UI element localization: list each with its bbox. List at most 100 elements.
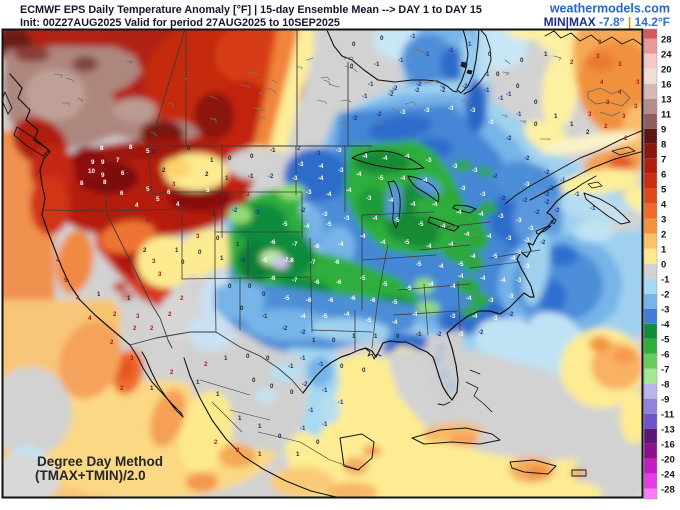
svg-text:0: 0 <box>488 51 492 58</box>
svg-text:3: 3 <box>162 225 166 232</box>
svg-text:-3: -3 <box>524 181 530 188</box>
svg-text:3: 3 <box>196 233 200 240</box>
svg-text:-11: -11 <box>661 409 675 420</box>
svg-text:-3: -3 <box>424 107 430 114</box>
svg-text:-3: -3 <box>516 277 522 284</box>
svg-text:0: 0 <box>316 439 320 446</box>
svg-text:-3: -3 <box>460 185 466 192</box>
svg-text:0: 0 <box>228 155 232 162</box>
svg-text:13: 13 <box>661 94 672 105</box>
svg-text:-4: -4 <box>346 187 352 194</box>
svg-text:-9: -9 <box>661 394 669 405</box>
svg-text:3: 3 <box>588 111 592 118</box>
svg-text:-3: -3 <box>480 191 486 198</box>
svg-text:-16: -16 <box>661 439 675 450</box>
svg-text:0: 0 <box>187 145 191 152</box>
svg-text:-1: -1 <box>590 205 596 212</box>
svg-text:-1: -1 <box>398 57 404 64</box>
svg-text:10: 10 <box>88 168 95 175</box>
svg-text:-3: -3 <box>322 211 328 218</box>
svg-text:3: 3 <box>596 53 600 60</box>
svg-text:7: 7 <box>116 157 120 164</box>
svg-text:-1: -1 <box>466 41 472 48</box>
svg-text:9: 9 <box>661 124 666 135</box>
svg-text:-3: -3 <box>492 315 498 322</box>
svg-text:0: 0 <box>534 99 538 106</box>
svg-text:9: 9 <box>91 159 95 166</box>
svg-text:0: 0 <box>228 283 232 290</box>
svg-text:2: 2 <box>170 369 174 376</box>
svg-text:3: 3 <box>661 214 666 225</box>
svg-text:0: 0 <box>262 291 266 298</box>
svg-text:4: 4 <box>88 315 92 322</box>
svg-text:-4: -4 <box>510 255 516 262</box>
svg-text:-5: -5 <box>458 261 464 268</box>
svg-text:-3: -3 <box>336 147 342 154</box>
svg-text:-2: -2 <box>544 191 550 198</box>
svg-text:-5: -5 <box>322 313 328 320</box>
svg-text:-6: -6 <box>306 297 312 304</box>
svg-text:2: 2 <box>168 311 172 318</box>
svg-text:-4: -4 <box>458 273 464 280</box>
svg-text:-3: -3 <box>472 167 478 174</box>
svg-text:2: 2 <box>570 59 574 66</box>
svg-text:-1: -1 <box>338 399 344 406</box>
svg-text:1: 1 <box>127 295 131 302</box>
svg-text:-5: -5 <box>404 239 410 246</box>
svg-text:7: 7 <box>661 154 666 165</box>
svg-text:2: 2 <box>204 361 208 368</box>
svg-text:-6: -6 <box>661 349 669 360</box>
svg-text:3: 3 <box>246 191 250 198</box>
svg-text:-3: -3 <box>298 161 304 168</box>
svg-text:1: 1 <box>258 423 262 430</box>
svg-text:3: 3 <box>636 79 640 86</box>
svg-text:-3: -3 <box>661 304 669 315</box>
svg-text:-2: -2 <box>268 173 274 180</box>
svg-text:1: 1 <box>238 415 242 422</box>
svg-text:-4: -4 <box>380 239 386 246</box>
svg-text:-3: -3 <box>448 105 454 112</box>
svg-text:-1: -1 <box>416 331 422 338</box>
svg-text:-4: -4 <box>470 253 476 260</box>
svg-text:8: 8 <box>661 139 666 150</box>
svg-text:2: 2 <box>143 247 147 254</box>
svg-text:-3: -3 <box>400 109 406 116</box>
svg-text:-4: -4 <box>388 197 394 204</box>
svg-text:-3: -3 <box>452 163 458 170</box>
svg-text:-5: -5 <box>326 221 332 228</box>
svg-text:-7: -7 <box>310 259 316 266</box>
svg-text:1: 1 <box>175 247 179 254</box>
svg-text:-2: -2 <box>392 85 398 92</box>
svg-text:-2: -2 <box>376 111 382 118</box>
svg-text:0: 0 <box>270 383 274 390</box>
svg-text:5: 5 <box>146 186 150 193</box>
svg-text:-5: -5 <box>394 217 400 224</box>
svg-text:-4: -4 <box>318 163 324 170</box>
svg-text:0: 0 <box>266 355 270 362</box>
svg-text:-3: -3 <box>366 195 372 202</box>
svg-text:-2: -2 <box>544 169 550 176</box>
svg-text:-4: -4 <box>464 231 470 238</box>
svg-text:8: 8 <box>100 145 104 152</box>
svg-text:-3: -3 <box>506 235 512 242</box>
svg-text:-3: -3 <box>516 249 522 256</box>
svg-text:3: 3 <box>634 103 638 110</box>
svg-text:-1: -1 <box>288 363 294 370</box>
svg-text:3: 3 <box>606 99 610 106</box>
svg-text:1: 1 <box>225 175 229 182</box>
svg-text:-4: -4 <box>440 223 446 230</box>
svg-text:-2: -2 <box>240 257 246 264</box>
svg-text:0: 0 <box>246 353 250 360</box>
svg-text:-4: -4 <box>360 233 366 240</box>
svg-text:0: 0 <box>250 153 254 160</box>
svg-text:-2: -2 <box>548 185 554 192</box>
svg-text:1: 1 <box>554 113 558 120</box>
svg-text:-3: -3 <box>508 293 514 300</box>
svg-text:-2: -2 <box>524 155 530 162</box>
svg-text:-2: -2 <box>544 199 550 206</box>
svg-text:-1: -1 <box>560 177 566 184</box>
svg-text:-2: -2 <box>440 87 446 94</box>
svg-text:-6: -6 <box>370 297 376 304</box>
svg-text:-20: -20 <box>661 454 675 465</box>
svg-text:-1: -1 <box>484 87 490 94</box>
